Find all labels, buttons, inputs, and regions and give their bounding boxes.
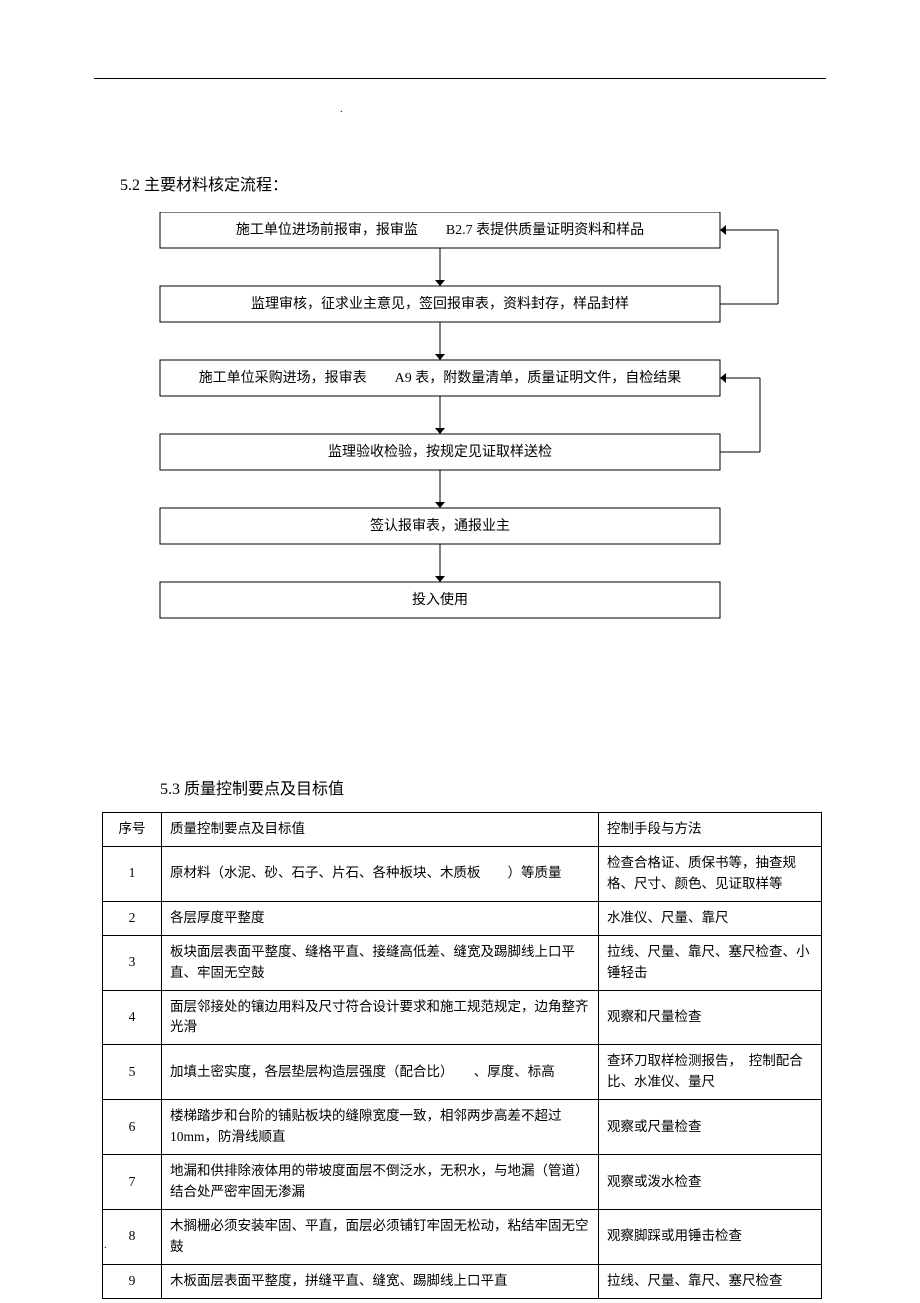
flow-node-label: 投入使用	[412, 591, 468, 608]
page: . 5.2 主要材料核定流程： 施工单位进场前报审，报审监 B2.7 表提供质量…	[0, 0, 920, 1303]
cell-index: 9	[103, 1264, 162, 1298]
table-row: 4面层邻接处的镶边用料及尺寸符合设计要求和施工规范规定，边角整齐光滑观察和尺量检…	[103, 990, 822, 1045]
cell-index: 1	[103, 846, 162, 901]
th-method: 控制手段与方法	[599, 813, 822, 847]
cell-index: 8	[103, 1209, 162, 1264]
flow-node-label: 监理审核，征求业主意见，签回报审表，资料封存，样品封样	[251, 295, 629, 312]
flow-node-label: 签认报审表，通报业主	[370, 517, 510, 534]
table-row: 7地漏和供排除液体用的带坡度面层不倒泛水，无积水，与地漏（管道）结合处严密牢固无…	[103, 1155, 822, 1210]
cell-index: 4	[103, 990, 162, 1045]
cell-method: 观察和尺量检查	[599, 990, 822, 1045]
cell-points: 加填土密实度，各层垫层构造层强度（配合比） 、厚度、标高	[162, 1045, 599, 1100]
page-dot-bottom: .	[104, 1240, 107, 1251]
cell-method: 观察脚踩或用锤击检查	[599, 1209, 822, 1264]
th-points: 质量控制要点及目标值	[162, 813, 599, 847]
table-row: 9木板面层表面平整度，拼缝平直、缝宽、踢脚线上口平直拉线、尺量、靠尺、塞尺检查	[103, 1264, 822, 1298]
quality-table: 序号 质量控制要点及目标值 控制手段与方法 1原材料（水泥、砂、石子、片石、各种…	[102, 812, 822, 1299]
cell-points: 原材料（水泥、砂、石子、片石、各种板块、木质板 ）等质量	[162, 846, 599, 901]
th-index: 序号	[103, 813, 162, 847]
cell-points: 木搁栅必须安装牢固、平直，面层必须铺钉牢固无松动，粘结牢固无空鼓	[162, 1209, 599, 1264]
table-row: 2各层厚度平整度水准仪、尺量、靠尺	[103, 901, 822, 935]
table-row: 5加填土密实度，各层垫层构造层强度（配合比） 、厚度、标高查环刀取样检测报告， …	[103, 1045, 822, 1100]
cell-index: 3	[103, 935, 162, 990]
heading-5-3: 5.3 质量控制要点及目标值	[160, 775, 344, 799]
cell-points: 各层厚度平整度	[162, 901, 599, 935]
cell-index: 7	[103, 1155, 162, 1210]
cell-points: 木板面层表面平整度，拼缝平直、缝宽、踢脚线上口平直	[162, 1264, 599, 1298]
cell-method: 水准仪、尺量、靠尺	[599, 901, 822, 935]
table-row: 1原材料（水泥、砂、石子、片石、各种板块、木质板 ）等质量检查合格证、质保书等，…	[103, 846, 822, 901]
table-row: 8木搁栅必须安装牢固、平直，面层必须铺钉牢固无松动，粘结牢固无空鼓观察脚踩或用锤…	[103, 1209, 822, 1264]
cell-method: 观察或尺量检查	[599, 1100, 822, 1155]
table-row: 3板块面层表面平整度、缝格平直、接缝高低差、缝宽及踢脚线上口平直、牢固无空鼓拉线…	[103, 935, 822, 990]
cell-points: 面层邻接处的镶边用料及尺寸符合设计要求和施工规范规定，边角整齐光滑	[162, 990, 599, 1045]
top-rule	[94, 78, 826, 79]
cell-points: 地漏和供排除液体用的带坡度面层不倒泛水，无积水，与地漏（管道）结合处严密牢固无渗…	[162, 1155, 599, 1210]
cell-points: 板块面层表面平整度、缝格平直、接缝高低差、缝宽及踢脚线上口平直、牢固无空鼓	[162, 935, 599, 990]
cell-method: 观察或泼水检查	[599, 1155, 822, 1210]
heading-5-2: 5.2 主要材料核定流程：	[120, 171, 288, 195]
table-header-row: 序号 质量控制要点及目标值 控制手段与方法	[103, 813, 822, 847]
cell-index: 5	[103, 1045, 162, 1100]
flowchart-svg: 施工单位进场前报审，报审监 B2.7 表提供质量证明资料和样品监理审核，征求业主…	[150, 212, 790, 652]
cell-method: 拉线、尺量、靠尺、塞尺检查	[599, 1264, 822, 1298]
cell-points: 楼梯踏步和台阶的铺贴板块的缝隙宽度一致，相邻两步高差不超过 10mm，防滑线顺直	[162, 1100, 599, 1155]
cell-index: 2	[103, 901, 162, 935]
flowchart: 施工单位进场前报审，报审监 B2.7 表提供质量证明资料和样品监理审核，征求业主…	[150, 212, 790, 652]
flow-node-label: 施工单位采购进场，报审表 A9 表，附数量清单，质量证明文件，自检结果	[199, 370, 682, 386]
page-dot-top: .	[340, 104, 343, 115]
cell-method: 拉线、尺量、靠尺、塞尺检查、小锤轻击	[599, 935, 822, 990]
cell-method: 查环刀取样检测报告， 控制配合比、水准仪、量尺	[599, 1045, 822, 1100]
flow-node-label: 监理验收检验，按规定见证取样送检	[328, 444, 552, 460]
flow-node-label: 施工单位进场前报审，报审监 B2.7 表提供质量证明资料和样品	[236, 221, 644, 238]
table-row: 6楼梯踏步和台阶的铺贴板块的缝隙宽度一致，相邻两步高差不超过 10mm，防滑线顺…	[103, 1100, 822, 1155]
cell-index: 6	[103, 1100, 162, 1155]
cell-method: 检查合格证、质保书等，抽查规格、尺寸、颜色、见证取样等	[599, 846, 822, 901]
